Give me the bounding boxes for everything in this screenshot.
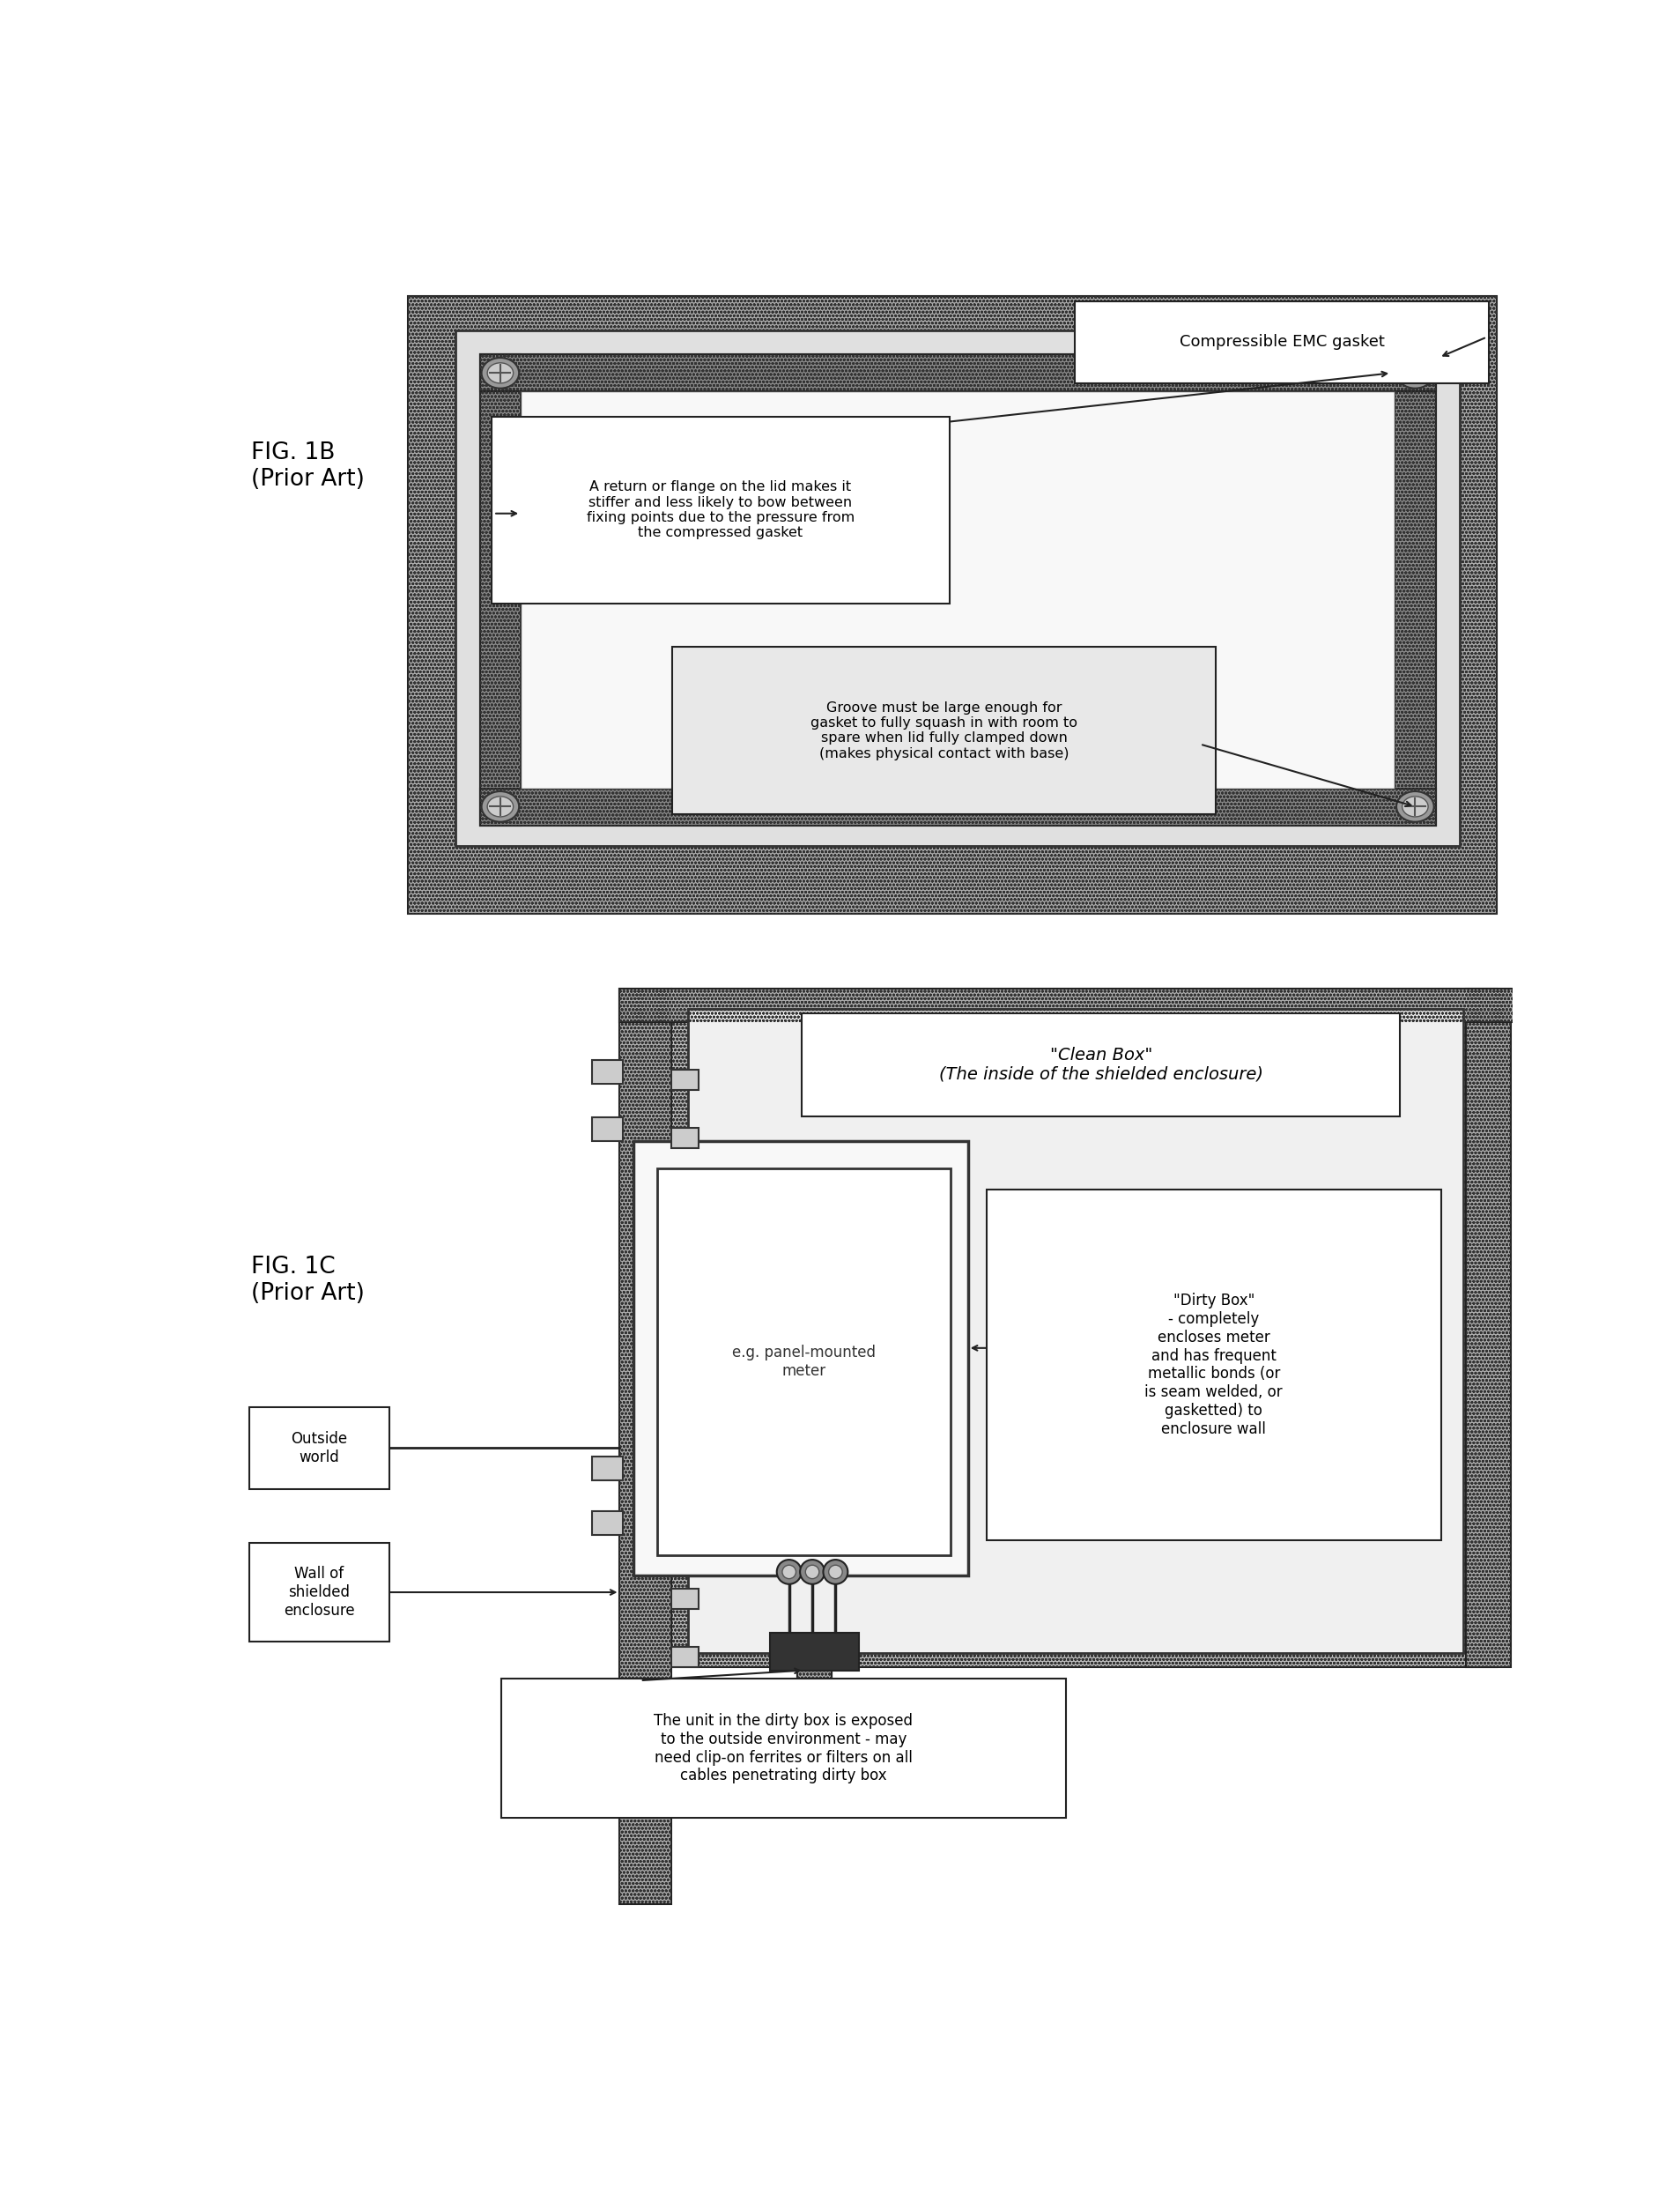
Ellipse shape (1396, 792, 1433, 822)
FancyBboxPatch shape (801, 1013, 1399, 1115)
Ellipse shape (480, 359, 519, 389)
Bar (796, 1671, 832, 1806)
Circle shape (776, 1559, 801, 1583)
FancyBboxPatch shape (1075, 302, 1488, 383)
FancyBboxPatch shape (501, 1677, 1065, 1817)
Bar (479, 354, 1435, 824)
Bar (687, 1008, 1462, 1653)
Circle shape (823, 1559, 847, 1583)
Text: Wall of
shielded
enclosure: Wall of shielded enclosure (284, 1566, 354, 1618)
Ellipse shape (1396, 359, 1433, 389)
Text: "Dirty Box"
- completely
encloses meter
and has frequent
metallic bonds (or
is s: "Dirty Box" - completely encloses meter … (1144, 1293, 1282, 1437)
Ellipse shape (1401, 796, 1428, 816)
Bar (769, 1634, 858, 1671)
Bar (479, 354, 1435, 391)
Bar (521, 391, 1394, 787)
Bar (1465, 989, 1510, 1666)
Bar (408, 297, 1497, 914)
Text: FIG. 1B
(Prior Art): FIG. 1B (Prior Art) (250, 442, 365, 490)
Bar (455, 330, 1458, 846)
Bar (479, 354, 521, 824)
Bar (591, 1511, 623, 1535)
FancyBboxPatch shape (249, 1542, 390, 1642)
Circle shape (805, 1566, 818, 1579)
Bar (620, 989, 670, 1905)
Bar (620, 989, 1514, 1021)
Text: The unit in the dirty box is exposed
to the outside environment - may
need clip-: The unit in the dirty box is exposed to … (654, 1712, 912, 1785)
Ellipse shape (487, 796, 512, 816)
Bar (670, 1128, 697, 1148)
Bar (796, 1671, 832, 1806)
Bar (408, 297, 1497, 914)
Bar (591, 1061, 623, 1083)
Ellipse shape (480, 792, 519, 822)
Ellipse shape (1401, 363, 1428, 383)
Bar (620, 989, 670, 1905)
Ellipse shape (487, 363, 512, 383)
Text: e.g. panel-mounted
meter: e.g. panel-mounted meter (732, 1345, 875, 1378)
FancyBboxPatch shape (986, 1190, 1440, 1540)
Bar (657, 1168, 951, 1555)
Bar (591, 1457, 623, 1481)
Bar (670, 989, 1497, 1666)
Text: A return or flange on the lid makes it
stiffer and less likely to bow between
fi: A return or flange on the lid makes it s… (586, 481, 853, 540)
Text: "Clean Box"
(The inside of the shielded enclosure): "Clean Box" (The inside of the shielded … (939, 1048, 1263, 1083)
Bar (670, 1590, 697, 1610)
Bar (670, 989, 1497, 1666)
Bar (479, 787, 1435, 824)
Bar (796, 1671, 832, 1806)
Bar (633, 1142, 968, 1575)
Bar (620, 989, 1514, 1021)
Bar (1394, 354, 1435, 824)
Bar (591, 1118, 623, 1142)
Text: Compressible EMC gasket: Compressible EMC gasket (1179, 335, 1384, 350)
Text: Groove must be large enough for
gasket to fully squash in with room to
spare whe: Groove must be large enough for gasket t… (810, 702, 1077, 761)
Circle shape (828, 1566, 842, 1579)
Bar (1394, 354, 1435, 824)
Text: Outside
world: Outside world (291, 1430, 348, 1465)
Text: FIG. 1C
(Prior Art): FIG. 1C (Prior Art) (250, 1255, 365, 1306)
Circle shape (800, 1559, 825, 1583)
Bar (479, 354, 1435, 391)
Bar (479, 354, 521, 824)
Bar (670, 1647, 697, 1666)
FancyBboxPatch shape (249, 1406, 390, 1489)
Circle shape (781, 1566, 796, 1579)
Bar (1465, 989, 1510, 1666)
Bar (670, 1069, 697, 1089)
FancyBboxPatch shape (491, 416, 949, 604)
FancyBboxPatch shape (672, 647, 1215, 814)
Bar (479, 787, 1435, 824)
